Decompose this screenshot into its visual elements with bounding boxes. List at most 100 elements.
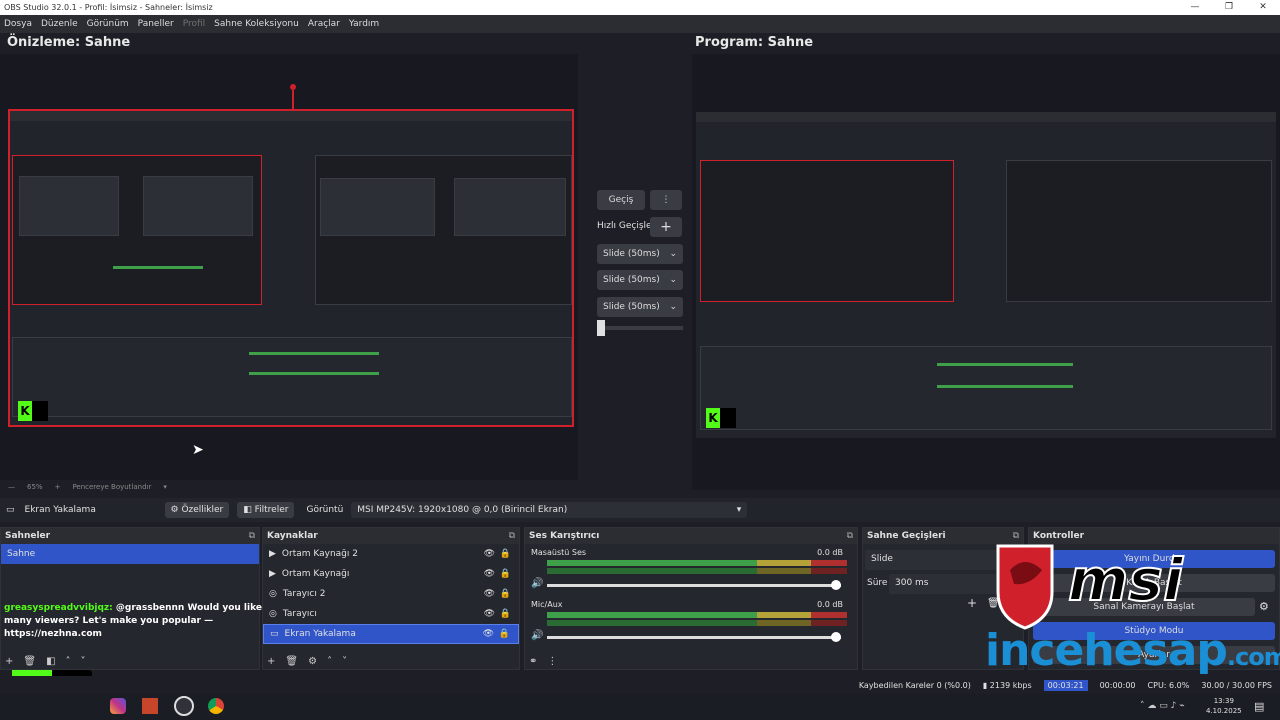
nested-program <box>1006 160 1272 302</box>
volume-slider-handle[interactable] <box>831 632 841 642</box>
chevron-down-icon[interactable]: ▾ <box>163 483 167 491</box>
display-select[interactable]: MSI MP245V: 1920x1080 @ 0,0 (Birincil Ek… <box>351 502 748 518</box>
menu-profile[interactable]: Profil <box>182 19 206 29</box>
maximize-icon[interactable]: ❐ <box>1224 2 1234 12</box>
nested-meter <box>249 352 379 355</box>
incehesap-domain: .com <box>1226 643 1280 671</box>
nested-preview <box>700 160 954 302</box>
undock-icon[interactable]: ⧉ <box>248 531 255 541</box>
volume-slider-handle[interactable] <box>831 580 841 590</box>
instagram-icon[interactable] <box>110 698 126 714</box>
media-source-icon: ▶ <box>269 549 276 559</box>
gear-icon[interactable]: ⚙ <box>1259 600 1269 613</box>
visibility-icon[interactable]: 👁 <box>483 549 495 559</box>
transition-select[interactable]: Slide <box>865 550 1015 570</box>
start-recording-button[interactable]: Kaydı Başlat <box>1033 574 1275 592</box>
add-icon[interactable]: + <box>267 656 276 667</box>
source-item-label: Ekran Yakalama <box>284 629 356 639</box>
chrome-icon[interactable] <box>208 698 224 714</box>
speaker-icon[interactable]: 🔊 <box>531 630 544 641</box>
chevron-down-icon[interactable]: ˅ <box>80 656 86 667</box>
quick-transition-item[interactable]: Slide (50ms) ⌄ <box>597 297 683 317</box>
studio-mode-button[interactable]: Stüdyo Modu <box>1033 622 1275 640</box>
quick-transitions-label: Hızlı Geçişler <box>597 221 656 231</box>
notification-icon[interactable]: ▤ <box>1254 700 1265 713</box>
more-icon[interactable]: ⋮ <box>547 656 558 667</box>
chevron-down-icon: ⌄ <box>669 275 677 285</box>
obs-icon[interactable] <box>174 696 194 716</box>
chevron-up-icon[interactable]: ˄ <box>65 656 71 667</box>
close-icon[interactable]: ✕ <box>1259 2 1267 12</box>
zoom-in-icon[interactable]: + <box>54 483 61 491</box>
link-icon[interactable]: ⚭ <box>529 656 538 667</box>
filters-button[interactable]: ◧ Filtreler <box>237 502 295 518</box>
visibility-icon[interactable]: 👁 <box>483 589 495 599</box>
mixer-channel-db: 0.0 dB <box>817 600 843 609</box>
preview-screen-capture[interactable]: K <box>8 109 574 427</box>
add-quick-transition-icon[interactable]: + <box>650 217 682 237</box>
trash-icon[interactable]: 🗑 <box>23 656 37 667</box>
stop-stream-button[interactable]: Yayını Durdur <box>1033 550 1275 568</box>
lock-icon[interactable]: 🔒 <box>499 589 511 599</box>
nested-panel <box>143 176 253 236</box>
duration-field[interactable]: 300 ms <box>889 574 1015 594</box>
chevron-down-icon[interactable]: ˅ <box>342 656 348 667</box>
settings-button[interactable]: Ayarlar <box>1033 646 1275 664</box>
visibility-icon[interactable]: 👁 <box>483 609 495 619</box>
undock-icon[interactable]: ⧉ <box>1012 531 1019 541</box>
quick-transition-item[interactable]: Slide (50ms) ⌄ <box>597 270 683 290</box>
undock-icon[interactable]: ⧉ <box>508 531 515 541</box>
nested-kick-badge: K <box>18 401 48 421</box>
controls-title: Kontroller <box>1029 528 1279 544</box>
undock-icon[interactable]: ⧉ <box>846 531 853 541</box>
fit-to-window[interactable]: Pencereye Boyutlandır <box>72 483 152 491</box>
tbar-slider-track[interactable] <box>597 326 683 330</box>
start-virtual-camera-button[interactable]: Sanal Kamerayı Başlat <box>1033 598 1255 616</box>
menu-edit[interactable]: Düzenle <box>40 19 78 29</box>
quick-transition-item[interactable]: Slide (50ms) ⌄ <box>597 244 683 264</box>
chevron-up-icon[interactable]: ˄ <box>327 656 333 667</box>
menu-docks[interactable]: Paneller <box>137 19 174 29</box>
gear-icon[interactable]: ⚙ <box>308 656 318 667</box>
lock-icon[interactable]: 🔒 <box>498 629 510 639</box>
source-item-selected[interactable]: ▭ Ekran Yakalama 👁 🔒 <box>263 624 519 644</box>
source-item[interactable]: ◎ Tarayıcı 👁 🔒 <box>263 604 519 624</box>
volume-slider[interactable] <box>547 636 841 639</box>
rotate-handle[interactable] <box>290 84 296 90</box>
source-item[interactable]: ▶ Ortam Kaynağı 👁 🔒 <box>263 564 519 584</box>
more-icon[interactable]: ⋮ <box>650 190 682 210</box>
sources-dock: Kaynaklar ⧉ ▶ Ortam Kaynağı 2 👁 🔒 ▶ Ortam Kay… <box>262 527 520 670</box>
tray-icons[interactable]: ˄ ☁ ▭ ♪ ⌁ <box>1140 701 1185 711</box>
preview-canvas[interactable]: K ➤ <box>0 54 578 480</box>
scene-transitions-title-text: Sahne Geçişleri <box>867 531 946 541</box>
scene-item[interactable]: Sahne <box>1 544 259 564</box>
properties-button[interactable]: ⚙ Özellikler <box>164 502 230 518</box>
source-item[interactable]: ▶ Ortam Kaynağı 2 👁 🔒 <box>263 544 519 564</box>
speaker-icon[interactable]: 🔊 <box>531 578 544 589</box>
source-item[interactable]: ◎ Tarayıcı 2 👁 🔒 <box>263 584 519 604</box>
add-icon[interactable]: + <box>967 596 978 610</box>
quick-transition-label: Slide (50ms) <box>603 275 660 285</box>
menu-scene-collection[interactable]: Sahne Koleksiyonu <box>214 19 299 29</box>
trash-icon[interactable]: 🗑 <box>285 656 299 667</box>
add-icon[interactable]: + <box>5 656 14 667</box>
visibility-icon[interactable]: 👁 <box>483 569 495 579</box>
zoom-out-icon[interactable]: — <box>8 483 15 491</box>
menu-help[interactable]: Yardım <box>348 19 380 29</box>
volume-slider[interactable] <box>547 584 841 587</box>
visibility-icon[interactable]: 👁 <box>482 629 494 639</box>
app-icon[interactable] <box>142 698 158 714</box>
menu-tools[interactable]: Araçlar <box>307 19 340 29</box>
menu-view[interactable]: Görünüm <box>86 19 129 29</box>
lock-icon[interactable]: 🔒 <box>499 569 511 579</box>
filter-icon[interactable]: ◧ <box>46 656 56 667</box>
clock[interactable]: 13:39 4.10.2025 <box>1206 696 1242 716</box>
transition-button[interactable]: Geçiş <box>597 190 645 210</box>
trash-icon[interactable]: 🗑 <box>987 598 1000 609</box>
menu-file[interactable]: Dosya <box>4 19 32 29</box>
lock-icon[interactable]: 🔒 <box>499 609 511 619</box>
tbar-slider-handle[interactable] <box>597 320 605 336</box>
browser-icon: ◎ <box>269 609 277 619</box>
lock-icon[interactable]: 🔒 <box>499 549 511 559</box>
minimize-icon[interactable]: — <box>1190 2 1200 12</box>
